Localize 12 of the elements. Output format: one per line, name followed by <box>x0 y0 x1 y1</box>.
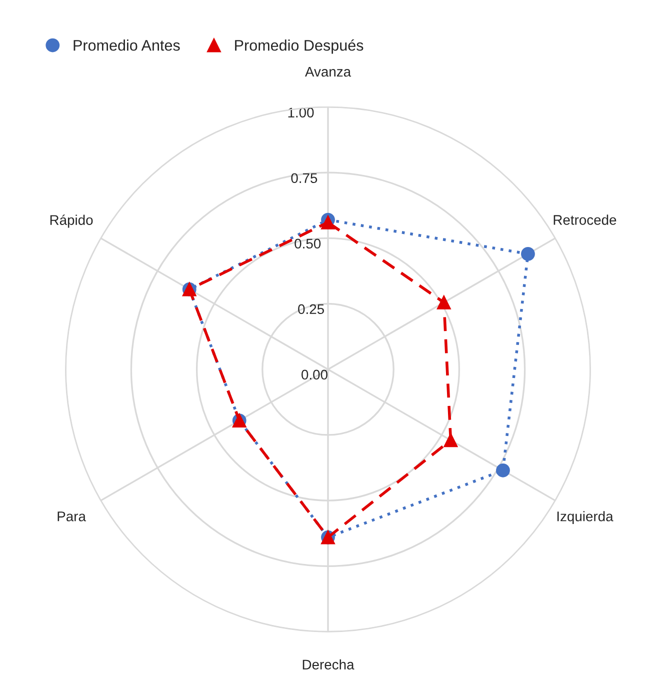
spoke-label: Para <box>58 512 86 522</box>
spoke-label: Retrocede <box>554 214 616 225</box>
spoke-label: Derecha <box>302 659 354 670</box>
y-tick-label: 0.00 <box>302 370 328 380</box>
spoke-label: Avanza <box>304 66 352 77</box>
spoke-label: Rápido <box>50 214 93 228</box>
y-tick-label: 0.75 <box>291 173 318 184</box>
legend-label: Promedio Antes <box>74 40 180 51</box>
y-tick-label: 0.50 <box>294 238 321 249</box>
y-tick-label: 0.25 <box>298 304 324 314</box>
spoke-label: Izquierda <box>557 511 614 524</box>
legend-label: Promedio Después <box>235 39 364 54</box>
